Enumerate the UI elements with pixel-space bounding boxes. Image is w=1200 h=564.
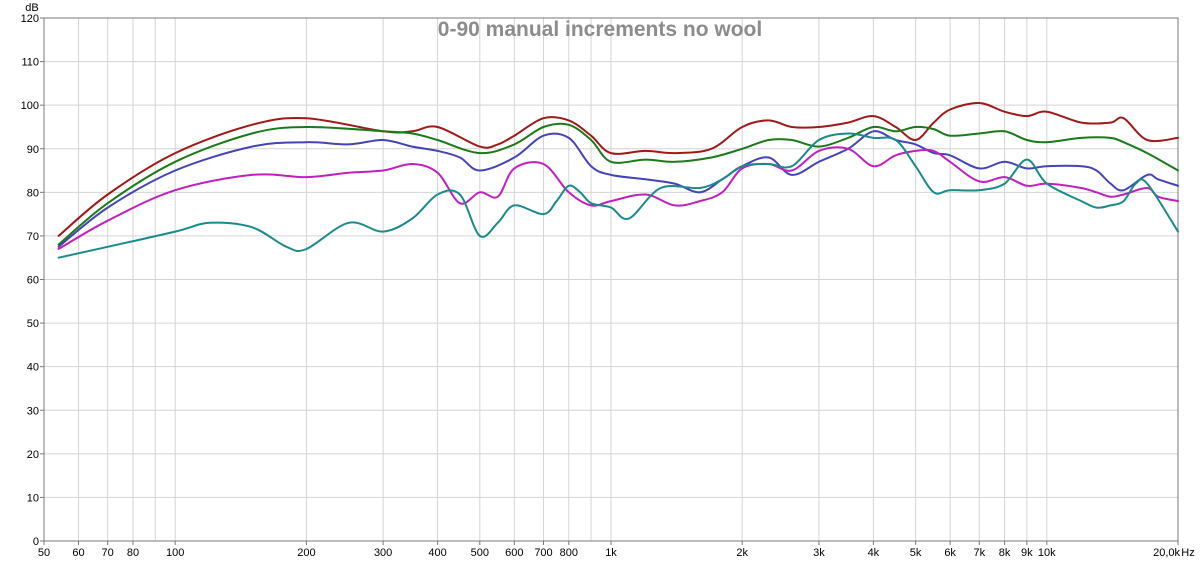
x-tick-label: 7k <box>973 547 985 559</box>
x-tick-label: 300 <box>374 547 392 559</box>
x-tick-label: 600 <box>505 547 523 559</box>
x-tick-label: 9k <box>1021 547 1033 559</box>
x-tick-label: 1k <box>605 547 617 559</box>
x-axis-unit-label: Hz <box>1181 547 1194 559</box>
x-tick-label: 700 <box>534 547 552 559</box>
x-tick-label: 6k <box>944 547 956 559</box>
grid <box>44 18 1178 541</box>
x-tick-label: 500 <box>471 547 489 559</box>
y-tick-label: 40 <box>27 362 39 374</box>
y-tick-label: 120 <box>21 13 39 25</box>
chart-title: 0-90 manual increments no wool <box>438 18 762 41</box>
x-tick-label: 2k <box>736 547 748 559</box>
series-line-1 <box>57 101 1179 237</box>
y-tick-label: 60 <box>27 275 39 287</box>
series-line-5 <box>57 132 1179 259</box>
x-tick-label: 800 <box>560 547 578 559</box>
x-tick-label: 4k <box>868 547 880 559</box>
y-tick-label: 90 <box>27 144 39 156</box>
series-layer <box>57 101 1179 259</box>
y-tick-label: 0 <box>33 536 39 548</box>
y-tick-label: 70 <box>27 231 39 243</box>
x-tick-label: 50 <box>38 547 50 559</box>
y-tick-label: 10 <box>27 492 39 504</box>
y-tick-label: 80 <box>27 187 39 199</box>
x-tick-label: 20,0k <box>1153 547 1180 559</box>
x-tick-label: 80 <box>127 547 139 559</box>
x-tick-label: 200 <box>297 547 315 559</box>
x-tick-label: 400 <box>428 547 446 559</box>
y-tick-label: 110 <box>21 57 39 69</box>
x-tick-label: 10k <box>1038 547 1056 559</box>
x-tick-label: 3k <box>813 547 825 559</box>
y-tick-label: 20 <box>27 449 39 461</box>
x-tick-label: 70 <box>102 547 114 559</box>
y-axis-unit-label: dB <box>25 2 38 14</box>
y-tick-label: 50 <box>27 318 39 330</box>
series-line-2 <box>57 122 1179 246</box>
x-tick-label: 8k <box>999 547 1011 559</box>
y-tick-label: 100 <box>21 100 39 112</box>
x-tick-label: 60 <box>72 547 84 559</box>
x-tick-label: 100 <box>166 547 184 559</box>
y-tick-label: 30 <box>27 405 39 417</box>
x-tick-label: 5k <box>910 547 922 559</box>
axes: 0 10 20 30 40 50 60 70 80 90 100 110 120 50 60 70 80 100 2… <box>21 13 1181 559</box>
